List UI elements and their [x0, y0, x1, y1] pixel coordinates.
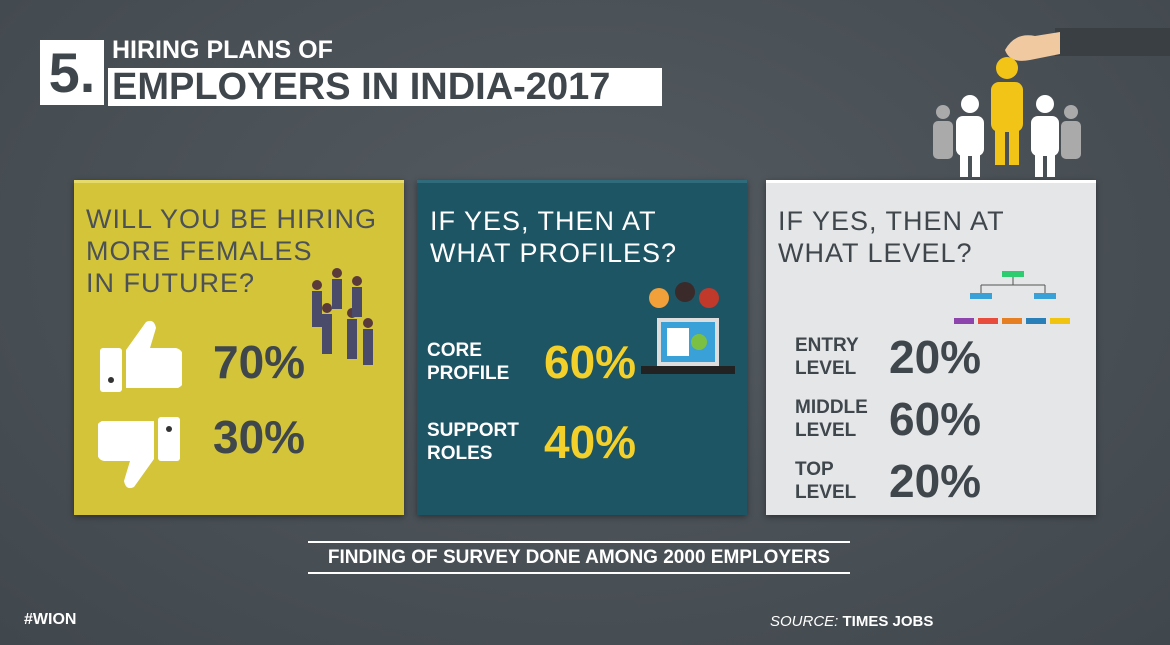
thumbs-down-icon [98, 417, 180, 489]
value: 40% [544, 416, 637, 468]
question-line: WILL YOU BE HIRING [86, 204, 378, 234]
value: 70% [213, 336, 306, 388]
label-line: SUPPORT [427, 420, 519, 441]
label-line: CORE [427, 340, 482, 361]
thumbs-up-icon [100, 320, 182, 392]
label-line: TOP [795, 459, 834, 480]
header-line2: EMPLOYERS IN INDIA-2017 [108, 68, 662, 106]
label-line: ENTRY [795, 335, 859, 356]
value: 60% [544, 336, 637, 388]
question-line: MORE FEMALES [86, 236, 313, 266]
source: SOURCE: TIMES JOBS [770, 613, 933, 630]
footnote: FINDING OF SURVEY DONE AMONG 2000 EMPLOY… [308, 541, 850, 574]
panel-levels: IF YES, THEN AT WHAT LEVEL? ENTRY LEVEL … [766, 180, 1096, 515]
hashtag: #WION [24, 611, 77, 628]
value: 20% [889, 455, 982, 507]
panel-female-hiring: WILL YOU BE HIRING MORE FEMALES IN FUTUR… [74, 180, 404, 515]
header-number: 5. [40, 40, 104, 105]
source-text: TIMES JOBS [842, 613, 934, 630]
label-line: ROLES [427, 443, 493, 464]
org-chart-icon [954, 271, 1070, 324]
label-line: LEVEL [795, 420, 857, 441]
question-line: WHAT LEVEL? [778, 238, 973, 268]
header-line1: HIRING PLANS OF [112, 36, 333, 64]
value: 20% [889, 331, 982, 383]
question-line: IF YES, THEN AT [430, 206, 657, 236]
label-line: MIDDLE [795, 397, 868, 418]
value: 60% [889, 393, 982, 445]
label-line: LEVEL [795, 482, 857, 503]
question-line: WHAT PROFILES? [430, 238, 678, 268]
women-icon [312, 268, 373, 365]
label-line: LEVEL [795, 358, 857, 379]
question-line: IN FUTURE? [86, 268, 256, 298]
hiring-icon [933, 28, 1170, 177]
laptop-icon [641, 282, 735, 374]
question-line: IF YES, THEN AT [778, 206, 1005, 236]
value: 30% [213, 411, 306, 463]
source-label: SOURCE: [770, 613, 839, 630]
label-line: PROFILE [427, 363, 510, 384]
panel-profiles: IF YES, THEN AT WHAT PROFILES? CORE PROF… [417, 180, 747, 515]
